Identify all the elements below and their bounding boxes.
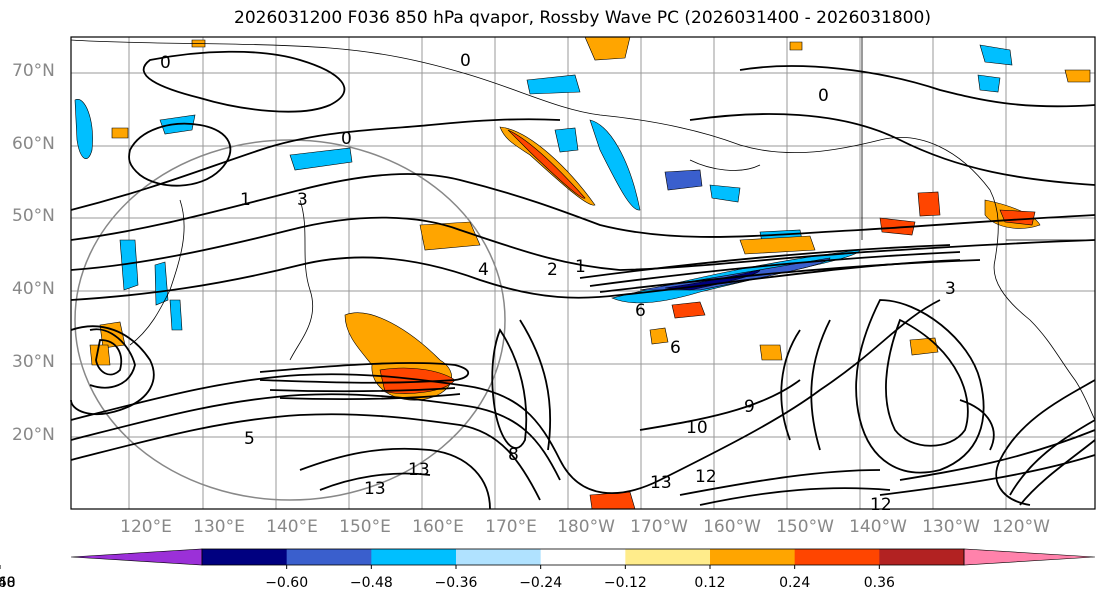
rossby-wave-outline — [74, 139, 506, 501]
lat-label: 30°N — [12, 352, 55, 372]
contour-label: 0 — [460, 51, 471, 71]
colorbar-tick-label: 0.60 — [0, 575, 16, 591]
colorbar-swatch — [794, 549, 880, 565]
lon-label: 130°E — [193, 517, 245, 537]
map-background — [71, 37, 1095, 509]
contour-label: 6 — [635, 301, 646, 321]
contour-label: 1 — [240, 190, 251, 210]
contour-label: 3 — [945, 279, 956, 299]
colorbar-swatch — [371, 549, 457, 565]
map-border — [70, 36, 1096, 510]
colorbar-swatch — [540, 549, 626, 565]
lon-label: 180°W — [557, 517, 615, 537]
contour-labels: 0 0 0 0 1 1 2 3 3 4 5 6 6 8 9 10 12 12 1… — [160, 51, 956, 515]
lon-label: 130°W — [922, 517, 980, 537]
colorbar-extend-low — [70, 548, 203, 566]
pc-contours — [70, 50, 1096, 510]
colorbar-tick-label: 0.36 — [863, 575, 895, 591]
colorbar-swatch — [710, 549, 796, 565]
lon-label: 140°E — [266, 517, 318, 537]
contour-label: 12 — [695, 467, 717, 487]
contour-label: 8 — [508, 445, 519, 465]
contour-label: 0 — [341, 129, 352, 149]
contour-label: 4 — [478, 260, 489, 280]
colorbar-tick-label: −0.24 — [519, 575, 563, 591]
colorbar-tick-label: 0.48 — [0, 575, 16, 591]
lon-label: 120°E — [120, 517, 172, 537]
lon-label: 170°E — [485, 517, 537, 537]
colorbar-tick-label: −0.12 — [603, 575, 647, 591]
contour-label: 0 — [818, 86, 829, 106]
lon-label: 150°W — [776, 517, 834, 537]
colorbar-swatch — [879, 549, 965, 565]
colorbar-swatch — [202, 549, 288, 565]
colorbar — [0, 548, 1096, 569]
lat-label: 60°N — [12, 134, 55, 154]
contour-label: 2 — [547, 260, 558, 280]
contour-label: 0 — [160, 53, 171, 73]
colorbar-tick-label: −0.36 — [434, 575, 478, 591]
contour-label: 12 — [870, 495, 892, 515]
lat-label: 50°N — [12, 206, 55, 226]
colorbar-tick-label: 0.12 — [694, 575, 726, 591]
colorbar-swatch — [625, 549, 711, 565]
map-title: 2026031200 F036 850 hPa qvapor, Rossby W… — [234, 8, 931, 28]
contour-label: 9 — [744, 397, 755, 417]
contour-label: 13 — [650, 473, 672, 493]
contour-label: 13 — [408, 460, 430, 480]
lat-label: 70°N — [12, 61, 55, 81]
lon-label: 170°W — [630, 517, 688, 537]
colorbar-swatch — [286, 549, 372, 565]
lon-label: 150°E — [339, 517, 391, 537]
contour-label: 10 — [686, 418, 708, 438]
lon-label: 160°E — [412, 517, 464, 537]
lat-label: 20°N — [12, 425, 55, 445]
colorbar-tick-label: −0.48 — [349, 575, 393, 591]
lon-label: 120°W — [992, 517, 1050, 537]
contour-label: 1 — [575, 257, 586, 277]
lon-label: 140°W — [849, 517, 907, 537]
colorbar-swatch — [456, 549, 542, 565]
contour-label: 3 — [297, 190, 308, 210]
colorbar-outline — [201, 548, 965, 566]
coastlines — [70, 37, 1096, 421]
colorbar-tick-label: 0.24 — [779, 575, 811, 591]
colorbar-extend-high — [963, 548, 1096, 566]
lat-label: 40°N — [12, 279, 55, 299]
colorbar-tick-label: −0.60 — [265, 575, 309, 591]
contour-label: 5 — [244, 429, 255, 449]
contour-label: 6 — [670, 338, 681, 358]
contour-label: 13 — [364, 479, 386, 499]
lon-label: 160°W — [703, 517, 761, 537]
